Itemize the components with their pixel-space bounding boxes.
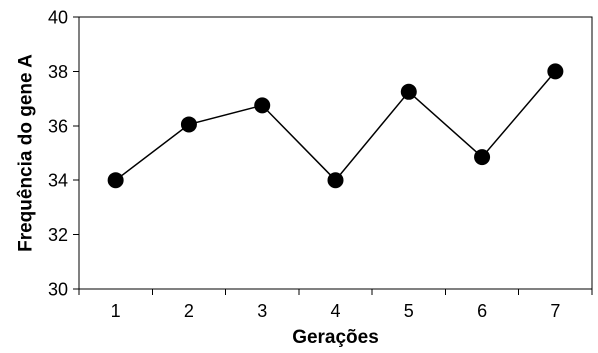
plot-area <box>78 16 593 290</box>
data-point <box>400 83 417 100</box>
plot-frame <box>78 16 593 290</box>
y-axis: 30 32 34 36 38 40 <box>48 8 79 300</box>
x-axis: 1 2 3 4 5 6 7 <box>78 289 593 321</box>
x-tick-label: 3 <box>257 301 267 321</box>
x-tick-label: 5 <box>404 301 414 321</box>
y-tick-label: 38 <box>48 62 68 82</box>
x-tick-label: 6 <box>477 301 487 321</box>
y-tick-label: 40 <box>48 8 68 28</box>
data-point <box>180 116 197 133</box>
data-point <box>254 97 271 114</box>
data-point <box>547 63 564 80</box>
y-tick-label: 30 <box>48 280 68 300</box>
y-tick-label: 36 <box>48 116 68 136</box>
x-tick-label: 4 <box>330 301 340 321</box>
y-axis-title: Frequência do gene A <box>16 54 37 252</box>
x-tick-label: 7 <box>550 301 560 321</box>
series-line-group <box>107 63 564 189</box>
y-tick-label: 32 <box>48 225 68 245</box>
y-tick-label: 34 <box>48 171 68 191</box>
data-point <box>474 149 491 166</box>
x-tick-label: 1 <box>111 301 121 321</box>
x-axis-title: Gerações <box>292 327 379 348</box>
x-tick-label: 2 <box>184 301 194 321</box>
data-point <box>107 172 124 189</box>
data-point <box>327 172 344 189</box>
